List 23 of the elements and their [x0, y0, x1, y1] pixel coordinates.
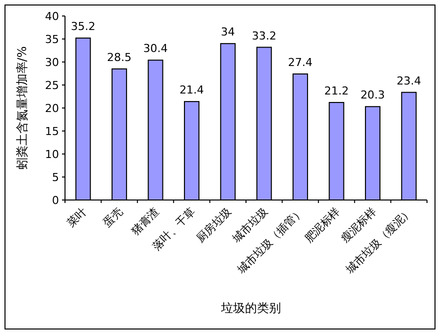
data-label: 33.2 [252, 29, 276, 42]
y-tick-label: 35 [45, 33, 59, 46]
y-axis-title: 蚓粪土含氮量增加率/% [15, 46, 29, 170]
x-tick-label: 蛋壳 [100, 204, 126, 230]
data-label: 35.2 [70, 20, 96, 34]
data-label: 21.2 [324, 84, 349, 98]
y-tick-label: 20 [45, 102, 59, 115]
data-label: 23.4 [396, 74, 422, 88]
y-tick-label: 30 [45, 56, 59, 69]
data-label: 34 [220, 26, 235, 39]
x-axis-title: 垃圾的类别 [220, 301, 281, 315]
data-label: 30.4 [143, 42, 168, 56]
y-tick-label: 10 [45, 148, 59, 161]
y-tick-label: 25 [45, 79, 59, 92]
data-label: 27.4 [288, 56, 313, 69]
y-tick-label: 40 [45, 10, 59, 23]
data-label: 21.4 [179, 84, 204, 97]
y-tick-label: 15 [45, 125, 59, 138]
y-tick-label: 5 [52, 171, 59, 184]
y-tick-label: 0 [52, 194, 59, 207]
data-label: 28.5 [107, 50, 132, 64]
data-label: 20.3 [360, 88, 385, 102]
x-tick-label: 菜叶 [64, 204, 90, 230]
